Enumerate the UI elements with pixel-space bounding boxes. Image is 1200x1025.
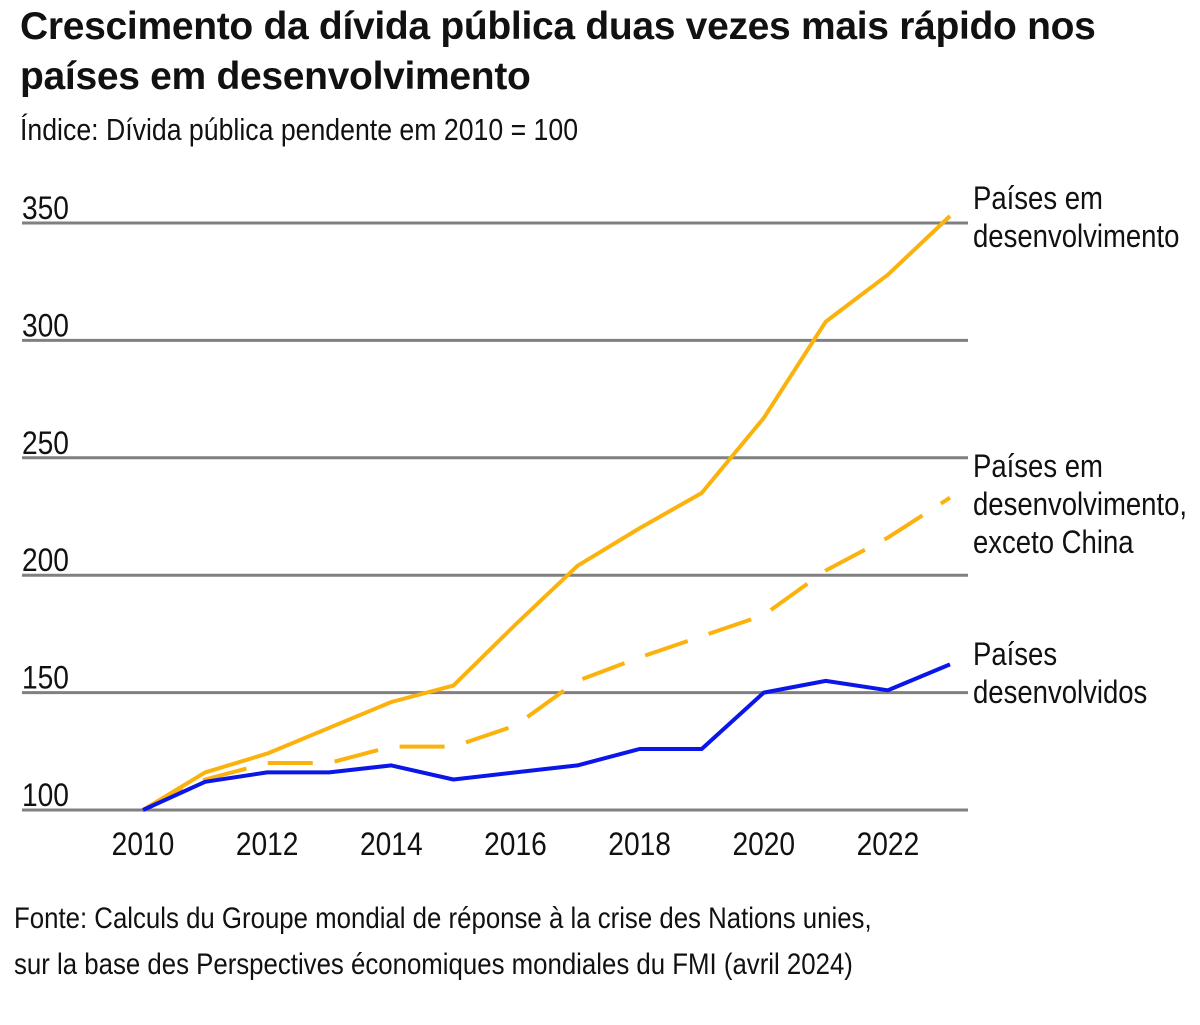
source-line-1: Fonte: Calculs du Groupe mondial de répo… (14, 902, 872, 935)
x-tick-label: 2010 (112, 827, 175, 862)
x-tick-label: 2020 (732, 827, 795, 862)
series-label: exceto China (973, 525, 1134, 560)
x-tick-label: 2014 (360, 827, 423, 862)
series-lines (141, 214, 952, 812)
series-line (142, 496, 952, 812)
series-label: desenvolvimento (973, 219, 1179, 254)
chart-title: Crescimento da dívida pública duas vezes… (20, 5, 1096, 98)
y-tick-label: 300 (22, 309, 69, 344)
series-label: desenvolvimento, (973, 487, 1187, 522)
series-label: Países (973, 637, 1057, 672)
x-tick-label: 2022 (857, 827, 920, 862)
grid-layer: 100 150 200 250 300 350 (22, 191, 968, 813)
chart-subtitle: Índice: Dívida pública pendente em 2010 … (20, 112, 579, 147)
y-tick-label: 350 (22, 191, 69, 226)
source-line-2: sur la base des Perspectives économiques… (14, 948, 853, 981)
x-tick-label: 2012 (236, 827, 299, 862)
x-tick-label: 2018 (608, 827, 671, 862)
series-label: Países em (973, 181, 1103, 216)
series-line (142, 662, 951, 812)
series-label: Países em (973, 449, 1103, 484)
x-axis-ticks: 2010 2012 2014 2016 2018 2020 2022 (112, 827, 920, 862)
series-label: desenvolvidos (973, 675, 1147, 710)
y-tick-label: 250 (22, 426, 69, 461)
y-tick-label: 150 (22, 661, 69, 696)
series-line (141, 214, 952, 812)
x-tick-label: 2016 (484, 827, 547, 862)
y-tick-label: 200 (22, 544, 69, 579)
y-tick-label: 100 (22, 778, 69, 813)
source-note: Fonte: Calculs du Groupe mondial de répo… (14, 896, 872, 988)
